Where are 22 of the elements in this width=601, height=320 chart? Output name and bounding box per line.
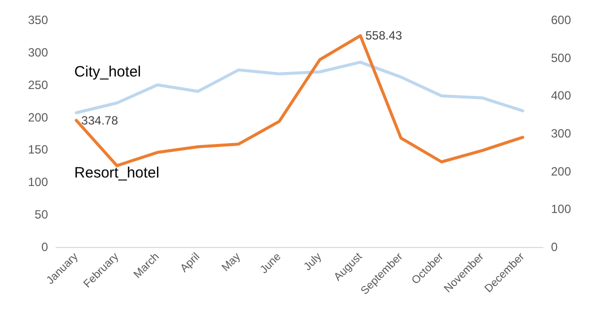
- y-tick-label: 350: [28, 13, 48, 27]
- series-label: Resort_hotel: [74, 164, 160, 182]
- y-tick-label: 100: [28, 175, 48, 190]
- y-tick-label: 300: [28, 45, 48, 60]
- data-label: 558.43: [365, 28, 402, 43]
- data-label: 334.78: [81, 113, 118, 128]
- y2-tick-label: 100: [551, 202, 572, 216]
- y-tick-label: 200: [28, 110, 48, 124]
- x-tick-label: May: [220, 250, 244, 274]
- y2-tick-label: 200: [551, 164, 572, 178]
- y-tick-label: 0: [41, 240, 48, 254]
- x-tick-label: July: [302, 250, 324, 274]
- series-label: City_hotel: [74, 64, 141, 81]
- y2-tick-label: 300: [551, 126, 572, 140]
- y2-tick-label: 0: [551, 240, 558, 254]
- y2-tick-label: 500: [551, 50, 572, 65]
- line-series: [74, 60, 524, 114]
- y-tick-label: 250: [28, 78, 48, 92]
- y2-tick-label: 600: [551, 13, 572, 27]
- y-tick-label: 50: [34, 208, 48, 222]
- y-tick-label: 150: [28, 142, 48, 157]
- y2-tick-label: 400: [551, 88, 572, 103]
